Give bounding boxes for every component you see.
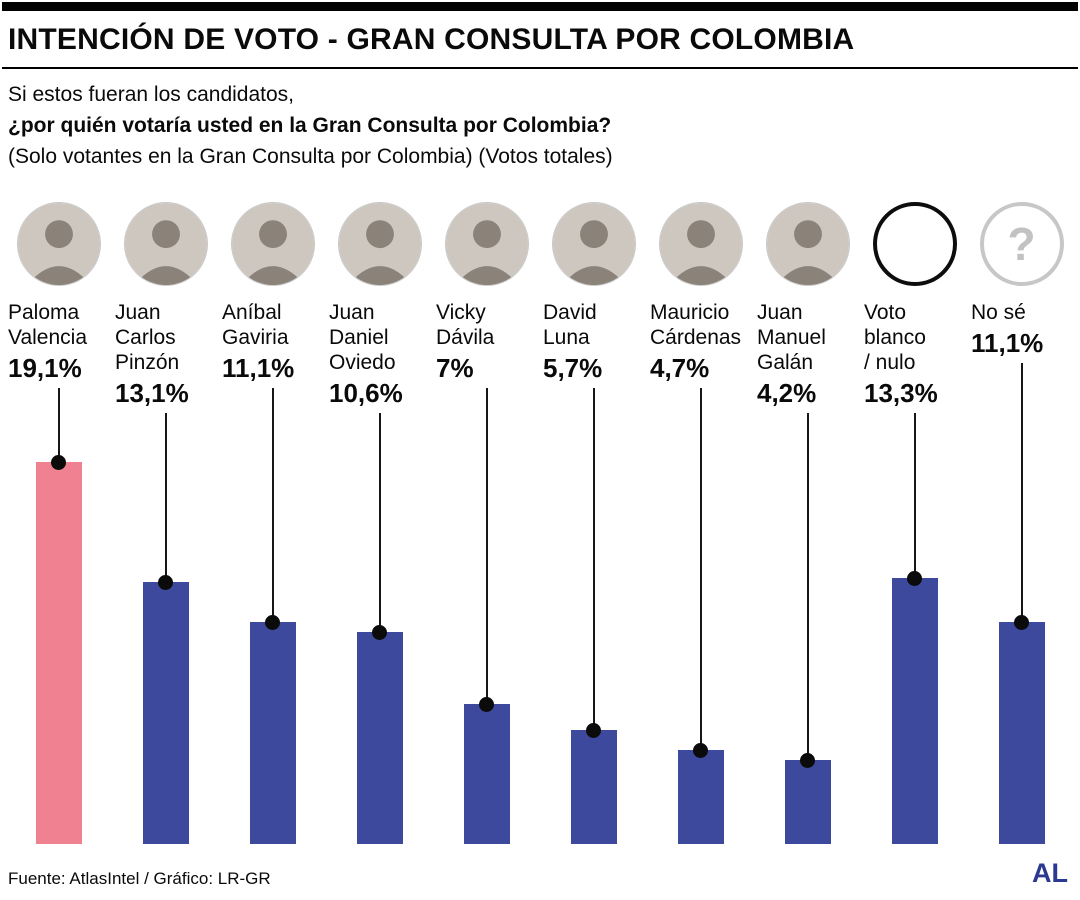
bar	[463, 704, 510, 844]
candidate-percentage: 7%	[436, 353, 474, 383]
bar	[570, 730, 617, 844]
candidate-column-juan-daniel-oviedo: Juan Daniel Oviedo 10,6%	[327, 202, 432, 844]
bar	[142, 582, 189, 844]
lollipop-dot	[1014, 615, 1029, 630]
candidate-column-juan-carlos-pinzon: Juan Carlos Pinzón 13,1%	[113, 202, 218, 844]
candidate-percentage: 4,2%	[757, 378, 817, 408]
lollipop-dot	[479, 697, 494, 712]
candidate-percentage: 13,3%	[864, 378, 938, 408]
candidate-name: David Luna	[543, 301, 597, 349]
candidate-photo	[337, 202, 422, 286]
candidate-name: Voto blanco / nulo	[864, 301, 926, 374]
candidate-percentage: 13,1%	[115, 378, 189, 408]
bar	[677, 750, 724, 844]
candidate-name: Vicky Dávila	[436, 301, 495, 349]
lollipop-dot	[800, 753, 815, 768]
candidate-column-juan-manuel-galan: Juan Manuel Galán 4,2%	[755, 202, 860, 844]
candidate-photo	[444, 202, 529, 286]
lollipop-line	[378, 413, 381, 626]
candidate-column-anibal-gaviria: Aníbal Gaviria 11,1%	[220, 202, 325, 844]
candidate-column-vicky-davila: Vicky Dávila 7%	[434, 202, 539, 844]
candidate-photo	[658, 202, 743, 286]
lollipop-dot	[586, 723, 601, 738]
candidate-percentage: 4,7%	[650, 353, 710, 383]
subtitle-line-1: Si estos fueran los candidatos,	[8, 83, 295, 106]
footer: Fuente: AtlasIntel / Gráfico: LR-GR AL	[0, 858, 1080, 889]
candidate-name: Aníbal Gaviria	[222, 301, 289, 349]
candidate-percentage: 11,1%	[222, 353, 295, 383]
lollipop-line	[699, 388, 702, 744]
subtitle-line-2: ¿por quién votaría usted en la Gran Cons…	[8, 114, 612, 137]
bar	[891, 578, 938, 844]
brand-logo: AL	[1032, 858, 1068, 888]
candidate-column-no-se: ? No sé 11,1%	[969, 202, 1074, 844]
lollipop-line	[592, 388, 595, 724]
lollipop-line	[271, 388, 274, 616]
candidate-column-david-luna: David Luna 5,7%	[541, 202, 646, 844]
lollipop-dot	[907, 571, 922, 586]
candidate-name: Paloma Valencia	[8, 301, 87, 349]
bar	[249, 622, 296, 844]
candidate-percentage: 19,1%	[8, 353, 82, 383]
page-title: INTENCIÓN DE VOTO - GRAN CONSULTA POR CO…	[8, 23, 855, 56]
candidate-name: Mauricio Cárdenas	[650, 301, 742, 349]
lollipop-line	[806, 413, 809, 754]
lollipop-line	[57, 388, 60, 456]
lollipop-line	[485, 388, 488, 698]
candidate-photo	[765, 202, 850, 286]
lollipop-dot	[265, 615, 280, 630]
candidate-column-voto-blanco-nulo: Voto blanco / nulo 13,3%	[862, 202, 967, 844]
lollipop-line	[913, 413, 916, 572]
candidate-photo	[123, 202, 208, 286]
bar	[998, 622, 1045, 844]
lollipop-line	[1020, 363, 1023, 616]
source-credit: Fuente: AtlasIntel / Gráfico: LR-GR	[8, 869, 271, 888]
candidate-name: Juan Manuel Galán	[757, 301, 826, 374]
top-rule	[2, 2, 1078, 11]
candidate-percentage: 11,1%	[971, 328, 1044, 358]
candidate-column-mauricio-cardenas: Mauricio Cárdenas 4,7%	[648, 202, 753, 844]
title-rule	[2, 67, 1078, 69]
bar	[356, 632, 403, 844]
candidate-percentage: 10,6%	[329, 378, 403, 408]
candidate-percentage: 5,7%	[543, 353, 603, 383]
subtitle: Si estos fueran los candidatos, ¿por qui…	[0, 69, 1080, 172]
question-mark-icon: ?	[979, 202, 1064, 286]
candidate-photo	[551, 202, 636, 286]
candidate-photo	[230, 202, 315, 286]
candidate-name: Juan Carlos Pinzón	[115, 301, 180, 374]
bar	[35, 462, 82, 844]
candidate-photo	[16, 202, 101, 286]
candidate-name: Juan Daniel Oviedo	[329, 301, 396, 374]
lollipop-dot	[158, 575, 173, 590]
blank-vote-circle-icon	[872, 202, 957, 286]
bar-chart: Paloma Valencia 19,1% Juan Carlos Pinzón…	[0, 202, 1080, 844]
subtitle-line-3: (Solo votantes en la Gran Consulta por C…	[8, 145, 613, 168]
lollipop-dot	[51, 455, 66, 470]
bar	[784, 760, 831, 844]
lollipop-dot	[693, 743, 708, 758]
lollipop-dot	[372, 625, 387, 640]
candidate-column-paloma-valencia: Paloma Valencia 19,1%	[6, 202, 111, 844]
candidate-name: No sé	[971, 301, 1026, 324]
lollipop-line	[164, 413, 167, 576]
